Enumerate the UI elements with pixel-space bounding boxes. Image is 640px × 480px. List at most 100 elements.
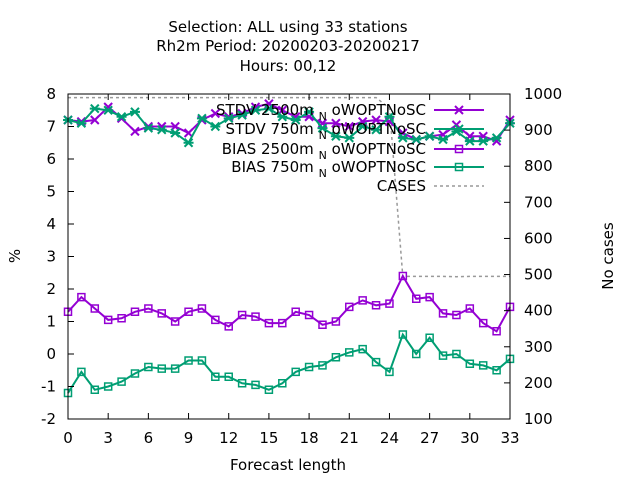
- data-point: [196, 113, 207, 124]
- data-point: [197, 356, 207, 365]
- data-point: [251, 312, 260, 321]
- data-point: [318, 361, 327, 370]
- data-point: [183, 138, 194, 148]
- data-point: [464, 136, 475, 146]
- data-point: [291, 367, 300, 377]
- data-point: [264, 385, 274, 394]
- y-tick-label: 3: [46, 248, 56, 266]
- legend-swatch-marker: [454, 105, 464, 115]
- data-point: [397, 133, 408, 143]
- x-tick-label: 6: [144, 429, 154, 447]
- y2-tick-label: 1000: [524, 85, 562, 103]
- cases-layer: [68, 96, 510, 278]
- y-tick-label: 0: [46, 345, 56, 363]
- data-point: [129, 107, 140, 117]
- y-tick-label: -2: [41, 410, 56, 428]
- data-point: [411, 134, 422, 145]
- y-tick-label: 5: [46, 183, 56, 201]
- data-point: [90, 304, 100, 313]
- data-point: [184, 356, 193, 365]
- y2-tick-label: 500: [524, 266, 553, 284]
- data-point: [331, 353, 341, 362]
- data-point: [89, 103, 100, 114]
- data-point: [130, 126, 140, 137]
- series-layer: [63, 99, 515, 398]
- data-point: [345, 348, 354, 357]
- y2-tick-label: 600: [524, 229, 553, 247]
- data-point: [157, 364, 167, 373]
- data-point: [438, 351, 448, 360]
- data-point: [156, 125, 167, 135]
- y-tick-label: -1: [41, 378, 56, 396]
- data-point: [237, 110, 248, 120]
- title-line-3: Hours: 00,12: [240, 57, 337, 75]
- data-point: [478, 318, 488, 328]
- y2-tick-label: 400: [524, 302, 553, 320]
- data-point: [411, 349, 421, 359]
- data-point: [103, 105, 114, 115]
- legend-label: STDV 750m N oWOPTNoSC: [226, 120, 426, 142]
- data-point: [290, 115, 301, 125]
- data-point: [304, 362, 314, 372]
- data-point: [492, 327, 501, 336]
- data-point: [143, 123, 154, 133]
- x-tick-label: 33: [500, 429, 519, 447]
- x-tick-label: 9: [184, 429, 194, 447]
- y-axis-label: %: [6, 249, 24, 263]
- data-point: [478, 361, 488, 370]
- y-tick-label: 1: [46, 313, 56, 331]
- data-point: [117, 377, 126, 386]
- x-axis-label: Forecast length: [230, 456, 346, 474]
- axis-ticks: 0 3 6 9 12 15 18 21 24 27 30 33-2-10123456781002003…: [41, 85, 562, 447]
- x-tick-label: 15: [259, 429, 278, 447]
- data-point: [277, 112, 288, 122]
- data-point: [304, 310, 314, 320]
- data-point: [344, 133, 355, 143]
- data-point: [452, 349, 461, 359]
- data-point: [170, 364, 180, 373]
- data-point: [184, 307, 193, 316]
- y-tick-label: 8: [46, 85, 56, 103]
- data-point: [223, 113, 234, 124]
- data-point: [398, 271, 408, 281]
- x-tick-label: 24: [380, 429, 399, 447]
- legend-label: BIAS 750m N oWOPTNoSC: [231, 158, 426, 180]
- legend-swatch-marker: [454, 144, 464, 154]
- data-point: [117, 314, 126, 323]
- data-point: [385, 367, 394, 377]
- data-point: [318, 320, 327, 329]
- data-point: [116, 112, 127, 122]
- data-point: [344, 121, 354, 132]
- data-point: [465, 359, 475, 368]
- data-point: [77, 292, 86, 302]
- legend-label: BIAS 2500m N oWOPTNoSC: [222, 140, 426, 162]
- data-point: [425, 333, 434, 342]
- data-point: [278, 318, 287, 328]
- data-point: [183, 128, 194, 138]
- data-point: [251, 380, 260, 390]
- data-point: [291, 307, 300, 316]
- data-point: [197, 304, 207, 313]
- y2-tick-label: 800: [524, 157, 553, 175]
- data-point: [398, 330, 408, 339]
- data-point: [492, 366, 501, 375]
- data-point: [357, 121, 368, 132]
- data-point: [371, 301, 381, 310]
- data-point: [371, 125, 382, 135]
- y2-tick-label: 100: [524, 410, 553, 428]
- series-line-4: [68, 96, 510, 278]
- data-point: [224, 372, 233, 381]
- legend-swatch-marker: [454, 162, 464, 172]
- data-point: [103, 382, 113, 391]
- legend-swatch-marker: [454, 124, 464, 134]
- data-point: [237, 310, 247, 320]
- data-point: [478, 136, 489, 146]
- data-point: [331, 118, 341, 128]
- data-point: [130, 369, 140, 378]
- y2-tick-label: 200: [524, 374, 553, 392]
- data-point: [358, 296, 367, 305]
- y2-tick-label: 700: [524, 193, 553, 211]
- data-point: [170, 317, 180, 326]
